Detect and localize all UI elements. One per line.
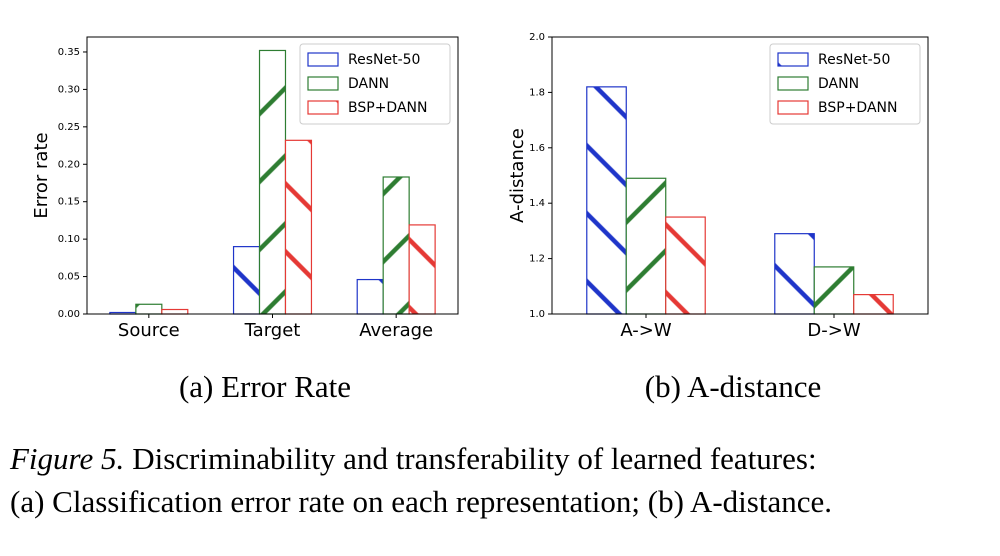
bar	[356, 278, 384, 315]
x-tick-label: Average	[359, 320, 433, 341]
y-tick-label: 0.15	[58, 197, 80, 208]
legend-swatch	[307, 52, 339, 67]
bar	[232, 246, 261, 315]
y-axis-label: A-distance	[507, 128, 528, 223]
y-tick-label: 2.0	[529, 32, 545, 43]
legend-label: DANN	[818, 76, 859, 92]
bar	[258, 49, 287, 315]
legend-swatch	[307, 100, 339, 115]
legend-label: BSP+DANN	[348, 100, 427, 116]
chart-title: (a) Error Rate	[179, 369, 351, 404]
y-tick-label: 1.2	[529, 254, 545, 265]
bar	[853, 294, 894, 315]
y-tick-label: 1.8	[529, 87, 545, 98]
x-tick-label: D->W	[807, 320, 860, 341]
bar	[284, 139, 313, 315]
legend-swatch	[307, 76, 339, 91]
bar	[586, 86, 627, 315]
y-tick-label: 0.30	[58, 84, 80, 95]
legend-label: DANN	[348, 76, 389, 92]
caption-text: Discriminability and transferability of …	[132, 441, 816, 476]
bar	[665, 216, 706, 315]
y-tick-label: 1.6	[529, 143, 545, 154]
x-tick-label: Source	[118, 320, 180, 341]
y-axis-label: Error rate	[31, 132, 52, 218]
caption-text: (a) Classification error rate on each re…	[10, 484, 832, 519]
bar	[625, 177, 667, 315]
plot-frame	[86, 36, 459, 315]
legend-swatch	[777, 76, 809, 91]
bar	[774, 233, 815, 315]
legend-label: ResNet-50	[818, 52, 890, 68]
y-tick-label: 1.4	[529, 198, 545, 209]
caption-line: Figure 5. Discriminability and transferab…	[9, 441, 817, 476]
y-tick-label: 0.00	[58, 309, 80, 320]
legend-label: BSP+DANN	[818, 100, 897, 116]
bar	[813, 266, 855, 315]
x-tick-label: Target	[244, 320, 301, 341]
bar	[135, 303, 163, 315]
y-tick-label: 0.10	[58, 234, 80, 245]
chart-title: (b) A-distance	[645, 369, 821, 404]
y-tick-label: 0.05	[58, 272, 80, 283]
y-tick-label: 0.25	[58, 122, 80, 133]
bar	[408, 224, 436, 315]
x-tick-label: A->W	[620, 320, 671, 341]
legend-label: ResNet-50	[348, 52, 420, 68]
y-tick-label: 0.20	[58, 159, 80, 170]
legend-swatch	[777, 52, 809, 67]
bar	[161, 308, 189, 315]
y-tick-label: 0.35	[58, 47, 80, 58]
caption-label: Figure 5.	[9, 441, 124, 476]
bar	[382, 176, 410, 315]
y-tick-label: 1.0	[529, 309, 545, 320]
plot-frame	[551, 36, 929, 315]
legend-swatch	[777, 100, 809, 115]
